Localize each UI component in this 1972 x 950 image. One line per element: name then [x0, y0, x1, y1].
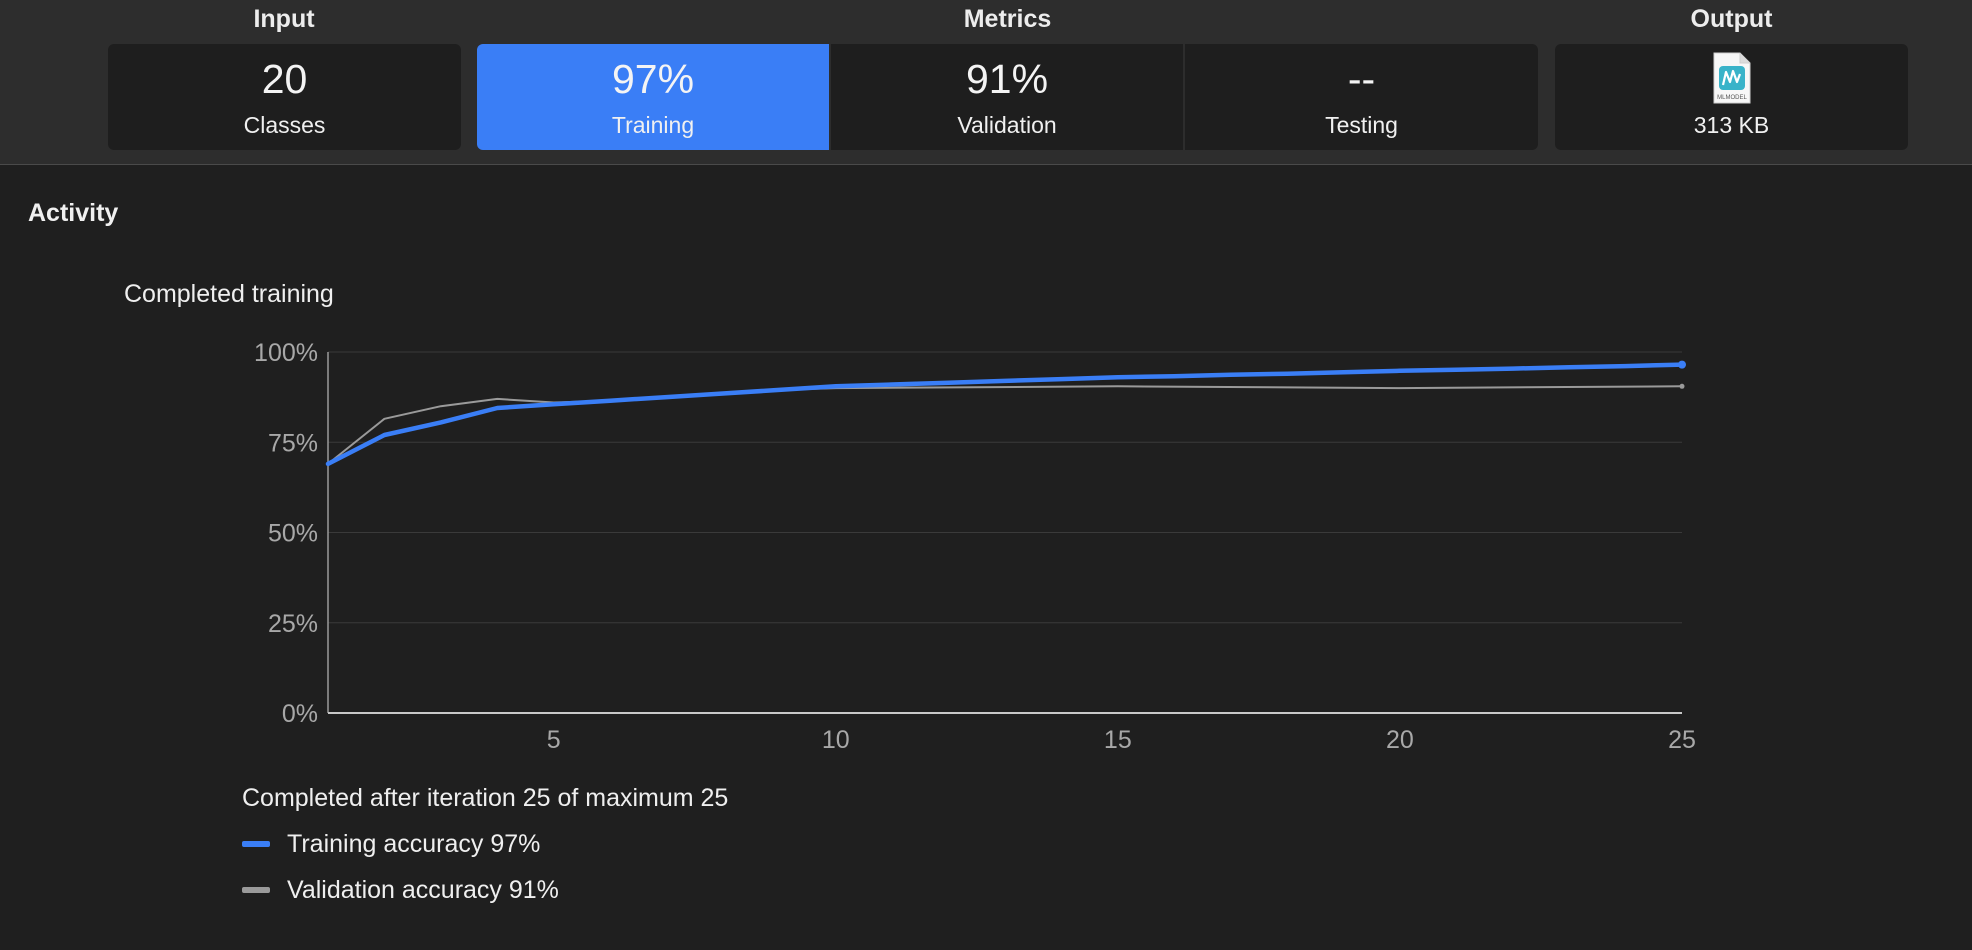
training-legend-swatch — [242, 841, 270, 847]
training-legend-label: Training accuracy 97% — [287, 829, 541, 858]
y-tick-label: 75% — [268, 429, 318, 457]
classes-caption: Classes — [243, 112, 326, 138]
x-tick-label: 5 — [547, 726, 561, 754]
mlmodel-icon-text: MLMODEL — [1717, 95, 1747, 101]
model-size-caption: 313 KB — [1693, 112, 1770, 138]
legend-item-validation: Validation accuracy 91% — [242, 874, 559, 906]
training-accuracy-line — [325, 362, 1685, 467]
validation-legend-swatch — [242, 887, 270, 893]
metrics-divider — [829, 44, 831, 150]
training-status: Completed after iteration 25 of maximum … — [242, 784, 729, 812]
y-tick-label: 25% — [268, 610, 318, 638]
validation-accuracy-value: 91% — [965, 56, 1049, 102]
testing-caption: Testing — [1325, 112, 1398, 138]
chart-title: Completed training — [124, 280, 334, 308]
top-bar: Input Metrics Output 20 Classes 97% Trai… — [0, 0, 1972, 165]
metrics-section-label: Metrics — [963, 5, 1052, 33]
metrics-divider — [1183, 44, 1185, 150]
testing-metric-card[interactable]: -- Testing — [1185, 44, 1538, 150]
input-section-label: Input — [253, 5, 315, 33]
training-endpoint — [1678, 360, 1686, 369]
y-tick-label: 100% — [254, 339, 318, 367]
mlmodel-file-icon[interactable]: MLMODEL — [1712, 52, 1752, 104]
training-accuracy-value: 97% — [611, 56, 695, 102]
training-caption: Training — [611, 112, 695, 138]
output-card[interactable]: MLMODEL 313 KB — [1555, 44, 1908, 150]
training-metric-card[interactable]: 97% Training — [477, 44, 829, 150]
activity-title: Activity — [28, 199, 119, 227]
classes-card[interactable]: 20 Classes — [108, 44, 461, 150]
y-tick-label: 50% — [268, 520, 318, 548]
classes-count: 20 — [261, 56, 308, 102]
validation-metric-card[interactable]: 91% Validation — [831, 44, 1183, 150]
legend-item-training: Training accuracy 97% — [242, 828, 540, 860]
y-tick-label: 0% — [282, 700, 318, 728]
testing-accuracy-value: -- — [1347, 56, 1376, 102]
x-tick-label: 10 — [822, 726, 850, 754]
validation-endpoint — [1679, 383, 1685, 389]
validation-legend-label: Validation accuracy 91% — [287, 875, 559, 904]
validation-caption: Validation — [957, 112, 1057, 138]
x-tick-label: 15 — [1104, 726, 1132, 754]
x-tick-label: 25 — [1668, 726, 1696, 754]
validation-accuracy-line — [327, 385, 1683, 465]
x-tick-label: 20 — [1386, 726, 1414, 754]
output-section-label: Output — [1690, 5, 1773, 33]
